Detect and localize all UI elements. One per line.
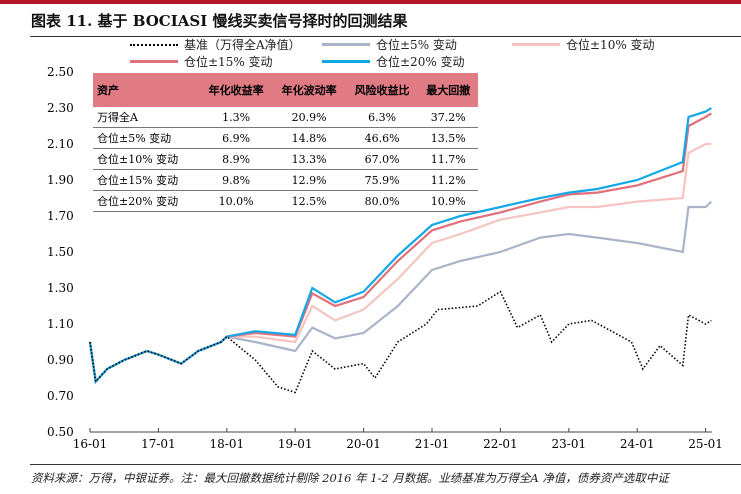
series-line-1 [88,200,713,385]
legend-swatch [322,43,370,46]
legend-item-1: 仓位±5% 变动 [322,36,457,53]
table-cell: 75.9% [345,169,419,191]
table-cell: 12.5% [272,190,346,212]
stats-table: 资产 年化收益率 年化波动率 风险收益比 最大回撤 万得全A 1.3% 20.9% 6… [93,73,478,212]
table-header: 风险收益比 [345,73,419,107]
y-tick-label: 1.10 [47,317,74,331]
table-header: 最大回撤 [418,73,478,107]
table-cell: 37.2% [418,107,478,128]
legend-swatch [322,60,370,63]
legend-swatch [130,60,178,63]
x-tick-label: 23-01 [552,437,587,451]
x-tick-label: 21-01 [415,437,450,451]
x-tick-label: 18-01 [210,437,245,451]
x-tick-label: 17-01 [141,437,176,451]
table-cell: 10.9% [418,190,478,212]
legend-swatch [130,43,178,46]
figure-title: 图表 11. 基于 BOCIASI 慢线买卖信号择时的回测结果 [31,12,408,30]
y-tick-label: 1.90 [47,173,74,187]
table-cell: 80.0% [345,190,419,212]
top-bar [0,0,741,4]
table-row: 仓位±15% 变动 9.8% 12.9% 75.9% 11.2% [93,169,478,191]
x-tick-label: 16-01 [73,437,108,451]
table-row: 仓位±10% 变动 8.9% 13.3% 67.0% 11.7% [93,148,478,170]
legend-item-2: 仓位±10% 变动 [512,36,655,53]
table-header: 年化波动率 [272,73,346,107]
table-cell: 仓位±20% 变动 [93,190,200,212]
table-header: 资产 [93,73,200,107]
table-cell: 20.9% [272,107,346,128]
legend-label: 仓位±10% 变动 [566,38,655,52]
table-cell: 8.9% [199,148,273,170]
y-tick-label: 1.30 [47,281,74,295]
source-note: 资料来源：万得，中银证券。注：最大回撤数据统计剔除 2016 年 1-2 月数据… [31,471,669,485]
legend-label: 仓位±20% 变动 [376,55,465,69]
table-cell: 14.8% [272,127,346,149]
table-cell: 1.3% [199,107,273,128]
table-cell: 11.2% [418,169,478,191]
table-cell: 仓位±5% 变动 [93,127,200,149]
table-row: 仓位±5% 变动 6.9% 14.8% 46.6% 13.5% [93,127,478,149]
legend-label: 仓位±15% 变动 [184,55,273,69]
x-tick-label: 25-01 [688,437,723,451]
table-cell: 12.9% [272,169,346,191]
title-rule [30,36,741,37]
series-line-4 [88,107,712,385]
table-header: 年化收益率 [199,73,273,107]
series-line-0 [89,290,712,394]
table-cell: 6.9% [199,127,273,149]
table-cell: 13.5% [418,127,478,149]
legend-item-3: 仓位±15% 变动 [130,53,273,70]
x-tick-label: 24-01 [620,437,655,451]
table-cell: 10.0% [199,190,273,212]
table-cell: 13.3% [272,148,346,170]
x-tick-label: 19-01 [278,437,313,451]
table-cell: 仓位±15% 变动 [93,169,200,191]
y-tick-label: 1.50 [47,245,74,259]
table-cell: 46.6% [345,127,419,149]
y-tick-label: 0.50 [47,425,74,439]
table-row: 仓位±20% 变动 10.0% 12.5% 80.0% 10.9% [93,190,478,212]
y-tick-label: 0.90 [47,353,74,367]
y-tick-label: 2.10 [47,137,74,151]
table-header-row: 资产 年化收益率 年化波动率 风险收益比 最大回撤 [93,73,478,107]
table-row: 万得全A 1.3% 20.9% 6.3% 37.2% [93,107,478,128]
y-tick-label: 2.30 [47,101,74,115]
table-cell: 6.3% [345,107,419,128]
table-cell: 67.0% [345,148,419,170]
legend-item-4: 仓位±20% 变动 [322,53,465,70]
legend-label: 基准（万得全A净值） [184,38,301,52]
x-tick-label: 22-01 [483,437,518,451]
y-tick-label: 2.50 [47,65,74,79]
table-cell: 9.8% [199,169,273,191]
x-tick-label: 20-01 [346,437,381,451]
source-rule [30,464,741,465]
table-cell: 仓位±10% 变动 [93,148,200,170]
table-cell: 11.7% [418,148,478,170]
legend-item-0: 基准（万得全A净值） [130,36,301,53]
legend-swatch [512,43,560,46]
table-cell: 万得全A [93,107,200,128]
y-tick-label: 1.70 [47,209,74,223]
y-tick-label: 0.70 [47,389,74,403]
legend-label: 仓位±5% 变动 [376,38,457,52]
